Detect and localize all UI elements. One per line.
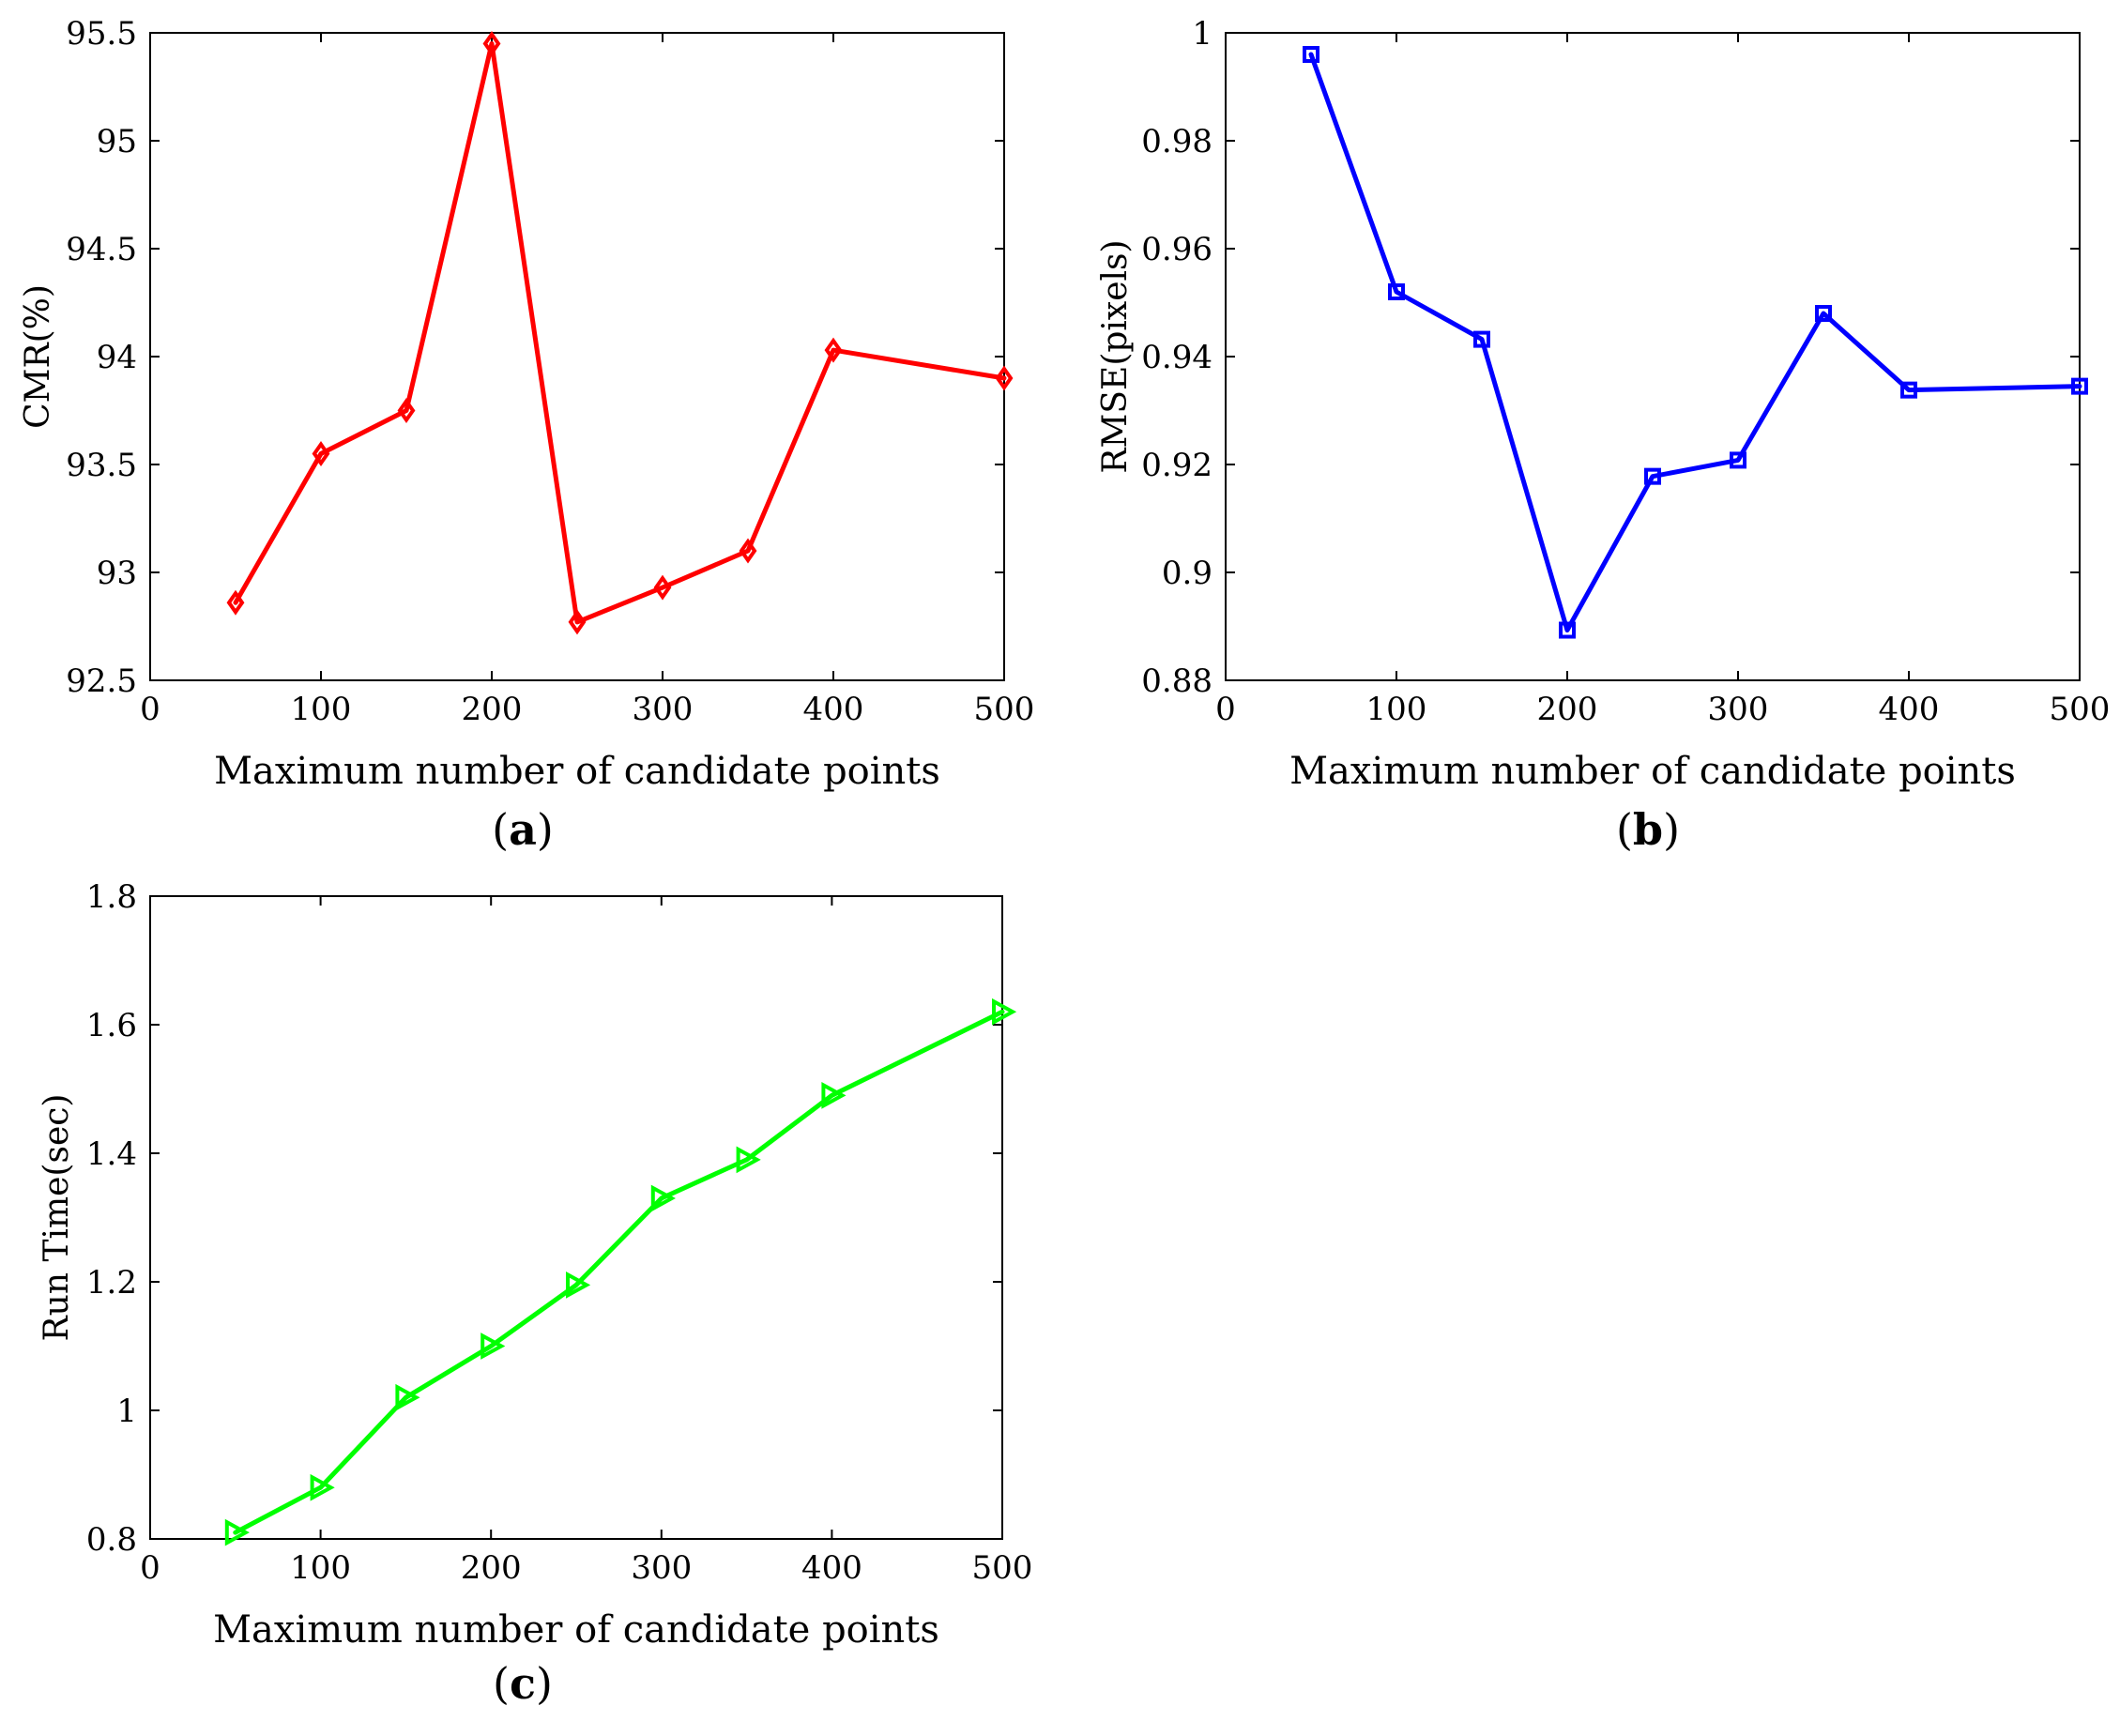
data-point-marker (397, 398, 416, 423)
data-point-marker (566, 1272, 591, 1299)
y-tick-label: 95.5 (66, 15, 137, 53)
x-axis-label: Maximum number of candidate points (214, 750, 940, 793)
x-tick-label: 300 (631, 1549, 692, 1587)
data-point-marker (312, 441, 330, 466)
chart-panel-c: 0 100 200 300 400 500 0.8 1 1.2 1.4 1.6 1.8 Maximum … (38, 878, 1032, 1709)
y-tick-label: 1.8 (86, 878, 137, 916)
x-tick-label: 300 (633, 691, 694, 728)
panel-caption: (b) (1616, 804, 1680, 855)
x-tick-label: 500 (974, 691, 1035, 728)
y-tick-label: 93.5 (66, 447, 137, 484)
x-tick-label: 200 (462, 691, 523, 728)
data-point-marker (653, 574, 672, 601)
y-tick-label: 1 (116, 1393, 137, 1430)
data-point-marker (995, 365, 1014, 391)
chart-panel-a: 0 100 200 300 400 500 92.5 93 93.5 94 94.5 95 95.5 Ma… (19, 15, 1034, 855)
data-point-marker (824, 337, 843, 363)
data-point-marker (226, 589, 245, 616)
y-tick-label: 1.4 (86, 1135, 137, 1173)
y-tick-label: 1 (1192, 15, 1213, 53)
y-tick-label: 94.5 (66, 231, 137, 268)
data-point-marker (1730, 451, 1746, 469)
x-tick-label: 0 (1215, 691, 1236, 728)
data-point-marker (395, 1383, 420, 1411)
data-point-marker (821, 1081, 846, 1109)
chart-panel-b: 0 100 200 300 400 500 0.88 0.9 0.92 0.94 0.96 0.98 1… (1096, 15, 2110, 855)
series-line (1308, 52, 2082, 633)
y-axis-label: Run Time(sec) (38, 1094, 76, 1342)
data-point-marker (482, 31, 501, 56)
data-point-marker (1388, 283, 1405, 300)
y-tick-label: 1.6 (86, 1007, 137, 1044)
y-tick-label: 0.96 (1141, 231, 1213, 268)
x-tick-label: 200 (461, 1549, 522, 1587)
plot-area-frame (149, 895, 1003, 1540)
data-point-marker (2071, 377, 2088, 395)
series-line (233, 41, 1007, 625)
y-tick-label: 0.94 (1141, 339, 1213, 376)
x-tick-label: 200 (1537, 691, 1598, 728)
panel-caption: (c) (493, 1658, 553, 1709)
x-tick-label: 400 (803, 691, 864, 728)
y-tick-label: 0.88 (1141, 662, 1213, 700)
data-point-marker (480, 1332, 506, 1360)
data-point-marker (992, 997, 1017, 1026)
data-point-marker (1900, 381, 1917, 399)
y-tick-label: 0.92 (1141, 447, 1213, 484)
x-axis-label: Maximum number of candidate points (1289, 750, 2016, 793)
y-axis-label: CMR(%) (19, 284, 57, 429)
data-point-marker (224, 1518, 250, 1546)
x-tick-label: 500 (2050, 691, 2111, 728)
x-tick-label: 500 (972, 1549, 1033, 1587)
x-tick-label: 0 (140, 1549, 160, 1587)
x-tick-label: 400 (1879, 691, 1940, 728)
series-line (233, 1009, 1005, 1535)
y-tick-label: 95 (97, 123, 137, 160)
data-point-marker (650, 1184, 676, 1212)
data-point-marker (310, 1473, 335, 1501)
y-tick-label: 1.2 (86, 1264, 137, 1302)
y-tick-label: 94 (97, 339, 137, 376)
y-tick-label: 92.5 (66, 662, 137, 700)
y-tick-label: 0.98 (1141, 123, 1213, 160)
x-tick-label: 100 (291, 691, 352, 728)
x-tick-label: 400 (801, 1549, 862, 1587)
data-point-marker (1644, 467, 1661, 485)
data-point-marker (1559, 621, 1576, 639)
x-axis-label: Maximum number of candidate points (213, 1608, 939, 1652)
data-point-marker (736, 1146, 761, 1174)
plot-area-frame (1225, 32, 2081, 681)
y-tick-label: 0.8 (86, 1521, 137, 1559)
data-point-marker (1473, 330, 1490, 348)
panel-caption: (a) (492, 804, 554, 855)
x-tick-label: 300 (1708, 691, 1769, 728)
x-tick-label: 0 (140, 691, 160, 728)
data-point-marker (1815, 305, 1832, 322)
y-axis-label: RMSE(pixels) (1096, 239, 1135, 473)
x-tick-label: 100 (290, 1549, 351, 1587)
data-point-marker (739, 538, 757, 564)
y-tick-label: 93 (97, 555, 137, 592)
data-point-marker (1303, 46, 1319, 63)
y-tick-label: 0.9 (1162, 555, 1213, 592)
x-tick-label: 100 (1366, 691, 1427, 728)
data-point-marker (568, 609, 587, 635)
